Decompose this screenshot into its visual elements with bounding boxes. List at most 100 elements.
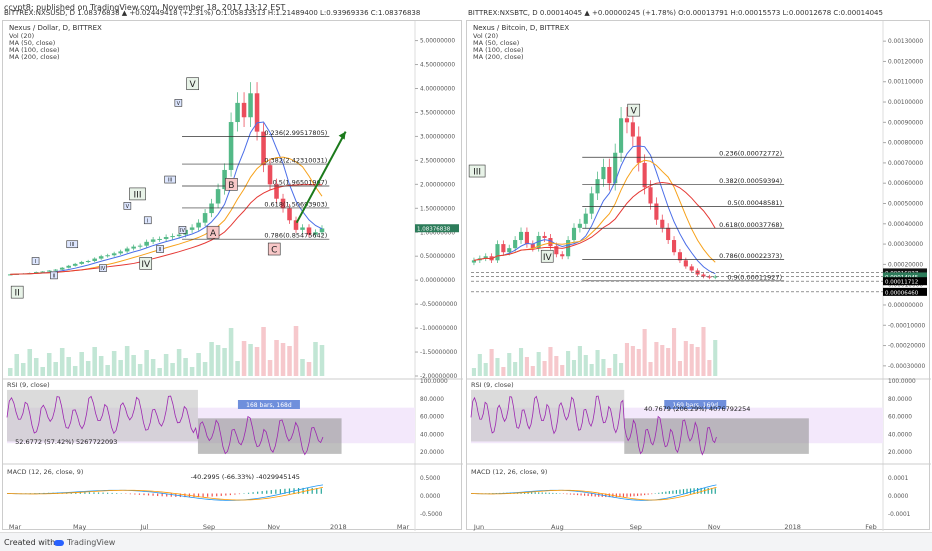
- macd-histogram-bar: [651, 494, 652, 495]
- wave-marker-label: I: [147, 218, 148, 224]
- rsi-tick-label: 100.0000: [888, 379, 916, 385]
- macd-histogram-bar: [221, 494, 222, 496]
- volume-bar: [548, 347, 552, 376]
- candle: [229, 122, 234, 170]
- time-tick-label: Nov: [708, 523, 721, 531]
- volume-bar: [507, 353, 511, 376]
- macd-histogram-bar: [633, 494, 634, 497]
- fib-level-label: 0.236(0.00072772): [719, 150, 782, 158]
- price-tick-label: 0.00120000: [888, 59, 923, 65]
- time-tick-label: Sep: [630, 523, 642, 531]
- volume-bar: [125, 346, 130, 376]
- rsi-tick-label: 20.0000: [888, 450, 912, 456]
- ma-100-line: [10, 157, 322, 274]
- wave-marker-label: C: [271, 246, 277, 256]
- wave-marker-label: V: [631, 107, 638, 117]
- price-tick-label: 0.00130000: [888, 39, 923, 45]
- macd-histogram-bar: [162, 494, 163, 497]
- candle: [495, 244, 499, 260]
- volume-bar: [707, 360, 711, 376]
- macd-histogram-bar: [542, 492, 543, 493]
- volume-bar: [21, 363, 26, 376]
- volume-bar: [105, 365, 110, 376]
- rsi-annotation: -40.2995 (-66.33%) -4029945145: [191, 473, 300, 481]
- macd-histogram-bar: [262, 491, 263, 494]
- volume-bar: [525, 357, 529, 376]
- tradingview-logo-icon: [54, 540, 64, 546]
- volume-bar: [484, 363, 488, 376]
- volume-bar: [307, 362, 312, 376]
- macd-histogram-bar: [248, 493, 249, 494]
- volume-bar: [472, 368, 476, 376]
- candle: [507, 248, 511, 252]
- time-tick-label: Mar: [9, 523, 22, 531]
- price-tick-label: 0.00020000: [888, 262, 923, 268]
- macd-histogram-bar: [312, 488, 313, 494]
- left-chart-svg[interactable]: Vol (20)MA (50, close)MA (100, close)MA …: [3, 21, 463, 531]
- volume-bar: [79, 352, 84, 376]
- macd-histogram-bar: [658, 493, 659, 494]
- macd-histogram-bar: [679, 490, 680, 494]
- wave-marker-label: IV: [543, 253, 553, 263]
- candle: [196, 223, 201, 228]
- volume-bar: [513, 362, 517, 376]
- indicator-label: MA (200, close): [9, 53, 59, 61]
- volume-bar: [14, 354, 19, 376]
- right-chart-panel[interactable]: Vol (20)MA (50, close)MA (100, close)MA …: [466, 20, 930, 530]
- candle: [566, 240, 570, 256]
- forecast-arrow: [297, 132, 346, 223]
- rsi-tick-label: 40.0000: [888, 432, 912, 438]
- candle: [625, 118, 629, 122]
- candle: [648, 187, 652, 203]
- volume-bar: [53, 362, 58, 376]
- tradingview-label: TradingView: [67, 538, 115, 547]
- macd-histogram-bar: [102, 493, 103, 494]
- macd-histogram-bar: [289, 488, 290, 493]
- tradingview-brand[interactable]: TradingView: [54, 538, 115, 547]
- volume-bar: [696, 347, 700, 376]
- bars-count-label: 168 bars, 168d: [246, 402, 292, 409]
- volume-bar: [619, 363, 623, 376]
- candle: [525, 232, 529, 244]
- candle: [190, 227, 195, 229]
- time-tick-label: 2018: [330, 523, 347, 531]
- macd-histogram-bar: [139, 494, 140, 495]
- macd-histogram-bar: [588, 494, 589, 497]
- volume-bar: [92, 347, 97, 376]
- volume-bar: [713, 340, 717, 376]
- rsi-tick-label: 40.0000: [420, 432, 444, 438]
- time-tick-label: Mar: [397, 523, 410, 531]
- candle: [601, 167, 605, 179]
- wave-marker-label: II: [159, 247, 162, 253]
- wave-marker-label: IV: [141, 260, 151, 270]
- macd-histogram-bar: [239, 494, 240, 495]
- macd-histogram-bar: [266, 491, 267, 494]
- macd-histogram-bar: [549, 493, 550, 494]
- volume-bar: [320, 345, 325, 376]
- volume-bar: [268, 360, 273, 376]
- volume-bar: [701, 327, 705, 376]
- price-tick-label: -0.50000000: [420, 302, 457, 308]
- volume-bar: [531, 366, 535, 376]
- chart-title: Nexus / Bitcoin, D, BITTREX: [473, 24, 569, 32]
- candle: [666, 228, 670, 240]
- macd-histogram-bar: [630, 494, 631, 497]
- macd-tick-label: -0.5000: [420, 512, 443, 518]
- volume-bar: [637, 349, 641, 376]
- price-tick-label: -0.00010000: [888, 323, 925, 329]
- price-tick-label: 0.50000000: [420, 254, 455, 260]
- right-chart-svg[interactable]: Vol (20)MA (50, close)MA (100, close)MA …: [467, 21, 931, 531]
- volume-bar: [519, 348, 523, 376]
- price-tick-label: 4.00000000: [420, 87, 455, 93]
- macd-histogram-bar: [271, 490, 272, 494]
- macd-histogram-bar: [116, 493, 117, 494]
- volume-bar: [625, 343, 629, 376]
- rsi-tick-label: 100.0000: [420, 379, 448, 385]
- fib-level-label: 0.382(2.42310031): [264, 157, 327, 165]
- volume-bar: [157, 368, 162, 376]
- time-tick-label: Aug: [551, 523, 564, 531]
- candle: [678, 252, 682, 260]
- left-chart-panel[interactable]: Vol (20)MA (50, close)MA (100, close)MA …: [2, 20, 462, 530]
- macd-histogram-bar: [641, 494, 642, 496]
- volume-bar: [131, 355, 136, 376]
